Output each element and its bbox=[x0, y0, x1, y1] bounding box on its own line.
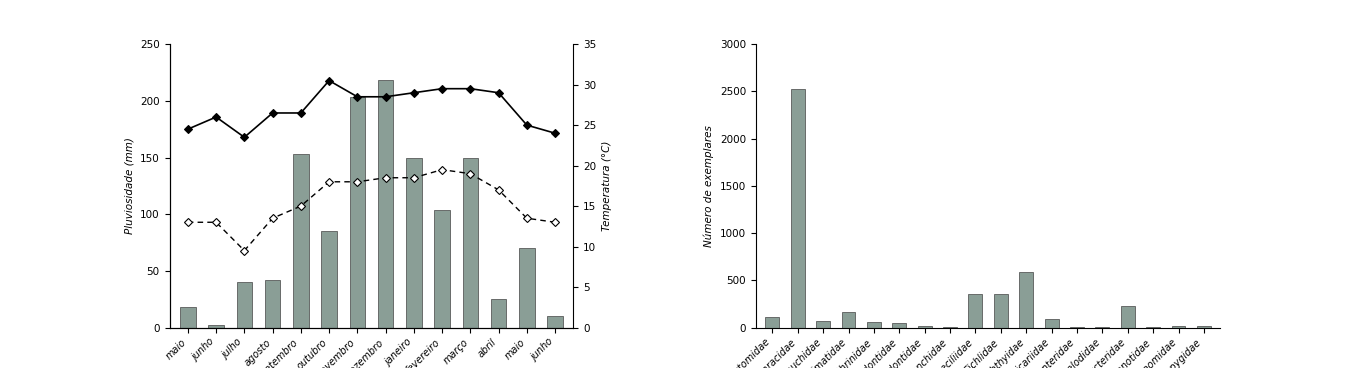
Bar bbox=[293, 154, 309, 328]
Bar bbox=[1096, 327, 1109, 328]
Bar bbox=[209, 325, 224, 328]
Bar bbox=[1172, 326, 1185, 328]
Bar bbox=[462, 158, 479, 328]
Bar bbox=[1020, 272, 1033, 328]
Bar bbox=[378, 81, 393, 328]
Bar bbox=[180, 307, 195, 328]
Bar bbox=[942, 327, 957, 328]
Bar bbox=[968, 294, 982, 328]
Bar bbox=[1146, 326, 1161, 328]
Bar bbox=[765, 316, 780, 328]
Bar bbox=[1070, 327, 1083, 328]
Bar bbox=[1121, 306, 1135, 328]
Bar bbox=[434, 210, 450, 328]
Bar bbox=[264, 280, 281, 328]
Bar bbox=[1044, 319, 1059, 328]
Bar bbox=[842, 312, 856, 328]
Bar bbox=[350, 98, 365, 328]
Bar bbox=[816, 321, 830, 328]
Bar bbox=[994, 294, 1008, 328]
Y-axis label: Pluviosidade (mm): Pluviosidade (mm) bbox=[125, 137, 134, 234]
Y-axis label: Número de exemplares: Número de exemplares bbox=[704, 125, 715, 247]
Bar bbox=[405, 158, 422, 328]
Bar bbox=[892, 323, 906, 328]
Bar bbox=[791, 89, 804, 328]
Bar bbox=[866, 322, 881, 328]
Bar bbox=[321, 231, 336, 328]
Bar bbox=[519, 248, 534, 328]
Bar bbox=[918, 326, 932, 328]
Bar bbox=[491, 299, 506, 328]
Y-axis label: Temperatura (°C): Temperatura (°C) bbox=[602, 141, 612, 231]
Bar bbox=[548, 316, 563, 328]
Bar bbox=[1197, 326, 1211, 328]
Bar bbox=[236, 282, 252, 328]
